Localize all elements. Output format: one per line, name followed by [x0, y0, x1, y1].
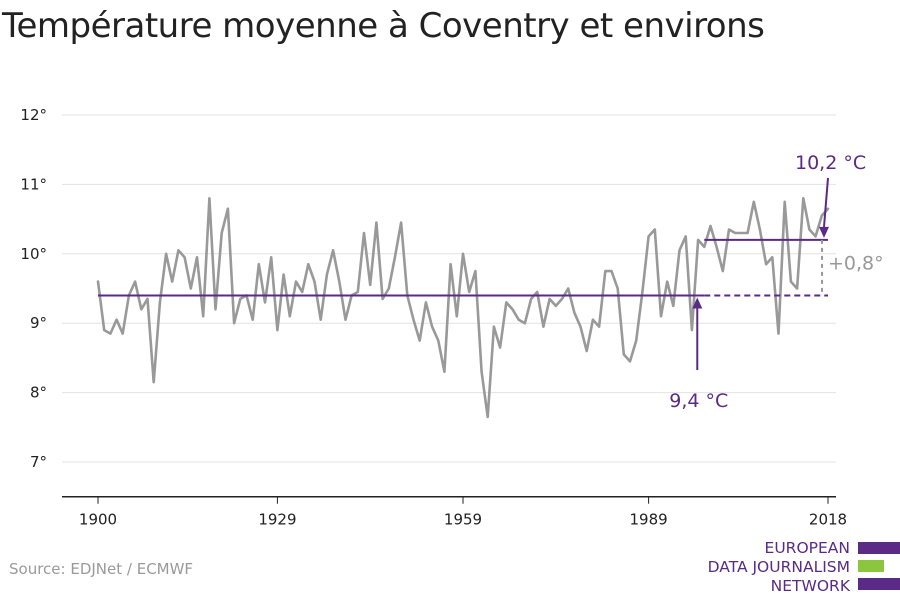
temperature-series-line	[96, 197, 830, 419]
y-axis-ticks: 7° 8° 9° 10° 11° 12°	[20, 106, 47, 471]
baseline-label: 9,4 °C	[669, 390, 728, 412]
logo-bar-purple-top	[858, 542, 900, 554]
y-tick-label-12: 12°	[20, 106, 47, 124]
recent-arrow-head	[819, 226, 829, 238]
logo-line-2: DATA JOURNALISM	[707, 558, 850, 576]
chart-title: Température moyenne à Coventry et enviro…	[2, 6, 765, 46]
recent-arrow-shaft	[823, 177, 829, 228]
logo-bar-green	[858, 560, 884, 572]
logo-line-3: NETWORK	[770, 577, 850, 595]
y-tick-label-7: 7°	[30, 453, 47, 471]
source-note: Source: EDJNet / ECMWF	[9, 560, 194, 578]
x-tick-label-2018: 2018	[809, 511, 847, 529]
x-tick-label-1900: 1900	[79, 511, 117, 529]
y-tick-label-11: 11°	[20, 175, 47, 193]
difference-label: +0,8°	[828, 253, 884, 275]
y-tick-label-9: 9°	[30, 314, 47, 332]
logo-bar-purple-bottom	[858, 578, 900, 590]
y-tick-label-10: 10°	[20, 245, 47, 263]
x-tick-label-1989: 1989	[629, 511, 667, 529]
grid-lines	[62, 114, 836, 463]
x-tick-label-1929: 1929	[258, 511, 296, 529]
x-tick-label-1959: 1959	[444, 511, 482, 529]
logo-line-1: EUROPEAN	[764, 539, 850, 557]
y-tick-label-8: 8°	[30, 384, 47, 402]
reference-layer: +0,8° 9,4 °C 10,2 °C	[98, 152, 884, 412]
x-axis: 1900 1929 1959 1989 2018	[62, 495, 847, 529]
series-layer	[96, 197, 830, 419]
recent-label: 10,2 °C	[795, 152, 866, 174]
edjnet-logo: EUROPEAN DATA JOURNALISM NETWORK	[700, 538, 900, 596]
baseline-arrow-head	[692, 297, 703, 309]
